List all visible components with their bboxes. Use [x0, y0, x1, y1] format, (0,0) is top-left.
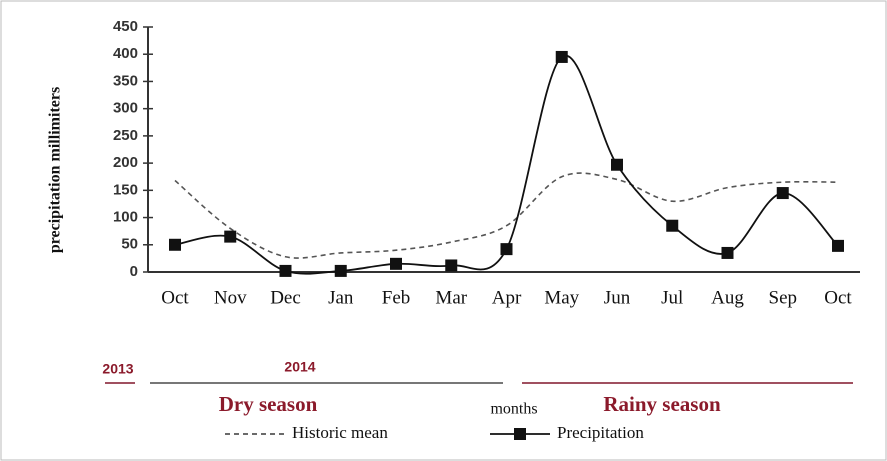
x-tick-label: Sep [769, 287, 798, 308]
marker [169, 238, 181, 251]
y-tick-label: 300 [113, 100, 138, 117]
y-tick-label: 150 [113, 181, 138, 198]
marker [224, 230, 237, 243]
season-label: Rainy season [603, 392, 721, 416]
x-tick-label: Jul [661, 287, 683, 308]
marker [500, 243, 513, 256]
marker [666, 219, 679, 232]
year-label: 2013 [102, 361, 133, 377]
season-label: Dry season [219, 392, 318, 416]
x-tick-label: Oct [161, 287, 189, 308]
x-tick-label: Oct [824, 287, 852, 308]
y-tick-label: 100 [113, 209, 138, 226]
x-tick-label: Aug [711, 287, 744, 308]
y-tick-label: 350 [113, 72, 138, 89]
legend-label: Historic mean [292, 423, 388, 442]
year-label: 2014 [284, 359, 315, 375]
x-tick-label: Mar [435, 287, 467, 308]
marker [555, 50, 568, 63]
marker [279, 264, 292, 277]
x-axis-label: months [490, 401, 537, 418]
x-tick-label: Nov [214, 287, 247, 308]
y-tick-label: 450 [113, 18, 138, 35]
y-tick-label: 50 [121, 236, 138, 253]
y-tick-label: 0 [130, 263, 138, 280]
marker [445, 259, 458, 272]
series-line [174, 172, 839, 259]
legend-marker [514, 428, 526, 440]
x-tick-label: May [544, 287, 579, 308]
x-tick-label: Feb [382, 287, 411, 308]
x-tick-label: Jan [328, 287, 354, 308]
x-tick-label: Jun [604, 287, 631, 308]
y-tick-label: 200 [113, 154, 138, 171]
marker [611, 158, 623, 171]
marker [776, 187, 789, 200]
y-tick-label: 250 [113, 127, 138, 144]
y-axis-label: precipitation millimiters [47, 87, 64, 253]
marker [334, 264, 347, 277]
legend-label: Precipitation [557, 423, 644, 442]
marker [832, 239, 844, 252]
x-tick-label: Apr [492, 287, 522, 308]
x-tick-label: Dec [270, 287, 301, 308]
marker [390, 257, 402, 270]
y-tick-label: 400 [113, 45, 138, 62]
marker [721, 246, 734, 259]
